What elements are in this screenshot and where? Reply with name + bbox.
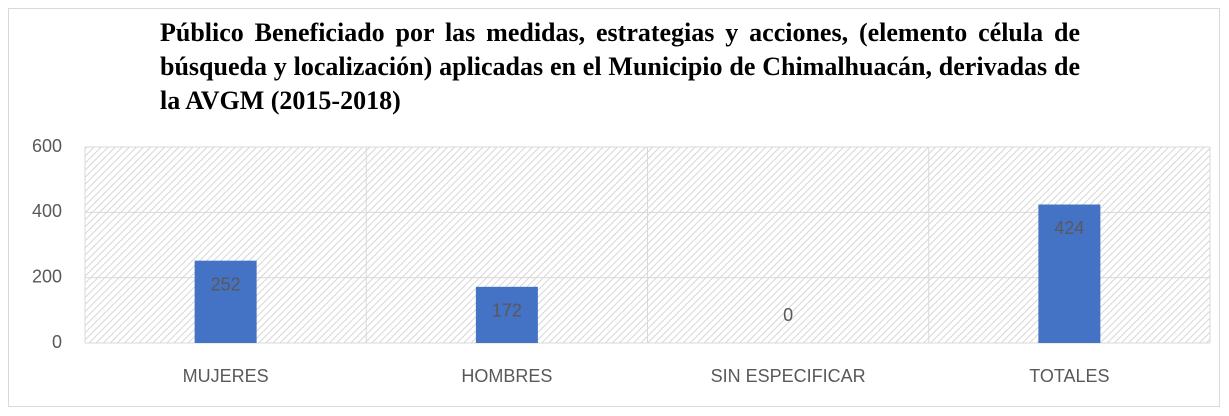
bar — [194, 260, 257, 343]
bar — [1038, 204, 1101, 343]
data-label: 172 — [492, 301, 522, 321]
y-tick-label: 600 — [32, 136, 62, 156]
x-tick-label: TOTALES — [1029, 366, 1109, 386]
y-tick-label: 0 — [52, 332, 62, 352]
data-label: 424 — [1054, 218, 1084, 238]
x-tick-label: HOMBRES — [461, 366, 552, 386]
data-label: 252 — [211, 274, 241, 294]
y-tick-label: 200 — [32, 266, 62, 286]
chart-frame — [8, 8, 1220, 407]
x-tick-label: MUJERES — [183, 366, 269, 386]
chart-title: Público Beneficiado por las medidas, est… — [160, 18, 1080, 115]
bar — [475, 286, 538, 343]
y-tick-label: 400 — [32, 201, 62, 221]
x-tick-label: SIN ESPECIFICAR — [711, 366, 866, 386]
data-label: 0 — [783, 305, 793, 325]
